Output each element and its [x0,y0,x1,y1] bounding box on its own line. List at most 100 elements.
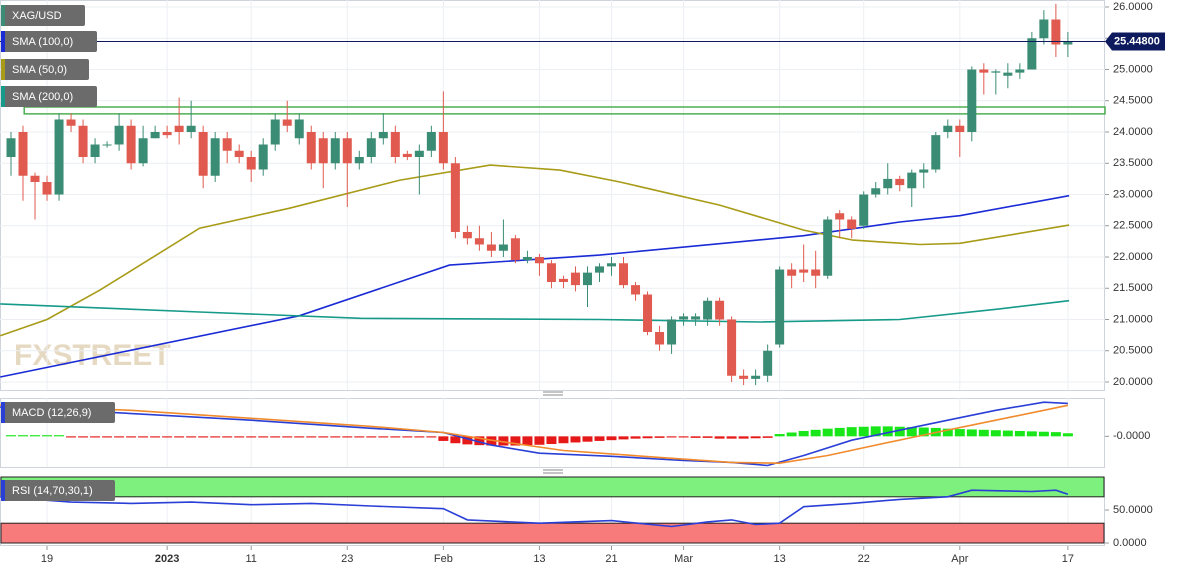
x-tick-label: 13 [774,553,786,565]
y-tick-label: 23.0000 [1113,188,1153,200]
candle-body [150,132,160,139]
histogram-bar [354,436,365,438]
legend-swatch [1,86,5,107]
candle-body [1003,72,1013,76]
histogram-bar [402,436,413,438]
x-tick-label: 19 [41,553,53,565]
legend-box [1,59,89,80]
histogram-bar [1002,430,1013,437]
candle-body [799,269,809,273]
candle-body [510,238,520,261]
x-tick-label: 23 [341,553,353,565]
histogram-bar [642,436,653,439]
x-tick-label: 11 [245,553,256,565]
candle-body [859,194,869,226]
histogram-bar [510,436,521,446]
candle-body [162,132,172,136]
price-tag [1105,32,1165,51]
candle-body [174,125,184,132]
histogram-bar [174,436,185,438]
candle-body [883,178,893,189]
candle-body [967,69,977,132]
candle-body [198,132,208,176]
histogram-bar [666,436,677,438]
histogram-bar [1062,433,1073,437]
histogram-bar [66,436,77,438]
histogram-bar [102,436,113,438]
x-tick-label: Apr [951,553,968,565]
histogram-bar [162,436,173,438]
histogram-bar [414,436,425,438]
y-tick-label: 22.0000 [1113,251,1153,263]
candle-body [258,144,268,170]
histogram-bar [318,436,329,438]
legend-swatch [1,5,5,26]
histogram-bar [342,436,353,438]
candle-body [691,316,701,320]
histogram-bar [138,436,149,438]
histogram-bar [798,430,809,437]
histogram-bar [762,436,773,438]
histogram-bar [18,435,29,437]
legend-box [1,5,85,26]
y-tick-label: 23.5000 [1113,157,1153,169]
indicator-line [0,299,1070,323]
candle-body [330,138,340,164]
candle-body [426,132,436,151]
candle-body [486,244,496,251]
y-tick-label: 50.0000 [1113,504,1153,516]
panel-handle[interactable] [543,391,563,396]
histogram-bar [990,430,1001,437]
histogram-bar [294,436,305,438]
legend-swatch [1,31,5,52]
candle-body [126,125,136,164]
histogram-bar [366,436,377,438]
candle-body [582,272,592,286]
histogram-bar [150,436,161,438]
panel-handle[interactable] [543,469,563,474]
legend-box [1,402,115,423]
histogram-bar [474,436,485,446]
candle-body [570,272,580,286]
histogram-bar [6,435,17,437]
histogram-bar [738,436,749,439]
histogram-bar [954,429,965,437]
candle-body [787,269,797,276]
candle-body [619,263,629,286]
legend-label: SMA (100,0) [12,36,73,48]
candle-body [943,125,953,132]
candle-body [1027,38,1037,70]
histogram-bar [186,436,197,438]
candle-body [270,119,280,145]
candle-body [342,138,352,164]
histogram-bar [30,435,41,437]
histogram-bar [426,436,437,438]
histogram-bar [846,427,857,437]
candle-body [30,175,40,182]
candle-body [847,219,857,229]
histogram-bar [126,436,137,438]
candle-body [919,169,929,173]
histogram-bar [630,436,641,439]
histogram-bar [618,436,629,440]
histogram-bar [726,436,737,439]
legend-box [1,480,115,501]
candle-body [979,69,989,73]
legend-label: RSI (14,70,30,1) [12,485,93,497]
histogram-bar [906,427,917,437]
candle-body [823,219,833,276]
histogram-bar [558,436,569,444]
candle-body [102,144,112,146]
legend-swatch [1,59,5,80]
legend-swatch [1,480,5,501]
candle-body [667,319,677,345]
candle-body [390,132,400,157]
histogram-bar [750,436,761,439]
histogram-bar [378,436,389,438]
candle-body [222,138,232,151]
legend-label: SMA (50,0) [12,64,67,76]
macd-panel [0,398,1105,468]
histogram-bar [654,436,665,438]
candle-body [294,119,304,139]
